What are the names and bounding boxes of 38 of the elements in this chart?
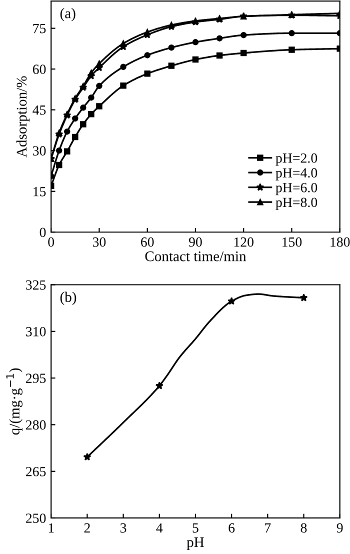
y-axis-title: q/(mg·g$^{−1}$) (6, 368, 22, 435)
y-tick-label: 45 (32, 106, 46, 115)
y-tick-label: 75 (33, 24, 46, 34)
x-tick-label: 90 (188, 237, 202, 247)
x-axis-title: pH (186, 537, 204, 550)
x-tick-label: 5 (192, 523, 198, 533)
legend-label: pH=4.0 (276, 168, 318, 180)
y-axis-title: Adsorption/% (16, 76, 30, 158)
x-tick-label: 6 (228, 523, 235, 533)
y-tick-label: 60 (32, 64, 46, 74)
x-tick-label: 3 (120, 523, 126, 533)
x-tick-label: 4 (156, 523, 163, 532)
x-tick-label: 7 (265, 523, 271, 532)
y-tick-label: 0 (40, 228, 46, 238)
x-tick-label: 150 (282, 237, 302, 247)
y-tick-label: 30 (33, 146, 46, 156)
y-tick-label: 265 (26, 466, 46, 476)
x-tick-label: 9 (336, 523, 343, 533)
y-tick-label: 295 (26, 374, 46, 384)
annotation: (a) (60, 8, 76, 22)
x-tick-label: 2 (84, 523, 90, 532)
legend-label: pH=2.0 (276, 153, 318, 166)
legend-label: pH=8.0 (276, 198, 318, 210)
y-tick-label: 250 (26, 514, 46, 523)
x-tick-label: 0 (48, 237, 54, 247)
x-tick-label: 8 (300, 523, 307, 533)
y-tick-label: 15 (34, 187, 46, 196)
annotation: (b) (60, 292, 76, 305)
x-axis-title: Contact time/min (145, 251, 246, 262)
x-tick-label: 1 (48, 523, 54, 532)
x-tick-label: 60 (141, 237, 154, 247)
x-tick-label: 30 (92, 237, 106, 247)
legend-label: pH=6.0 (276, 182, 318, 196)
y-tick-label: 310 (26, 326, 46, 336)
y-tick-label: 280 (26, 420, 46, 430)
y-tick-label: 325 (26, 280, 46, 290)
x-tick-label: 120 (234, 237, 254, 247)
x-tick-label: 180 (330, 237, 350, 247)
